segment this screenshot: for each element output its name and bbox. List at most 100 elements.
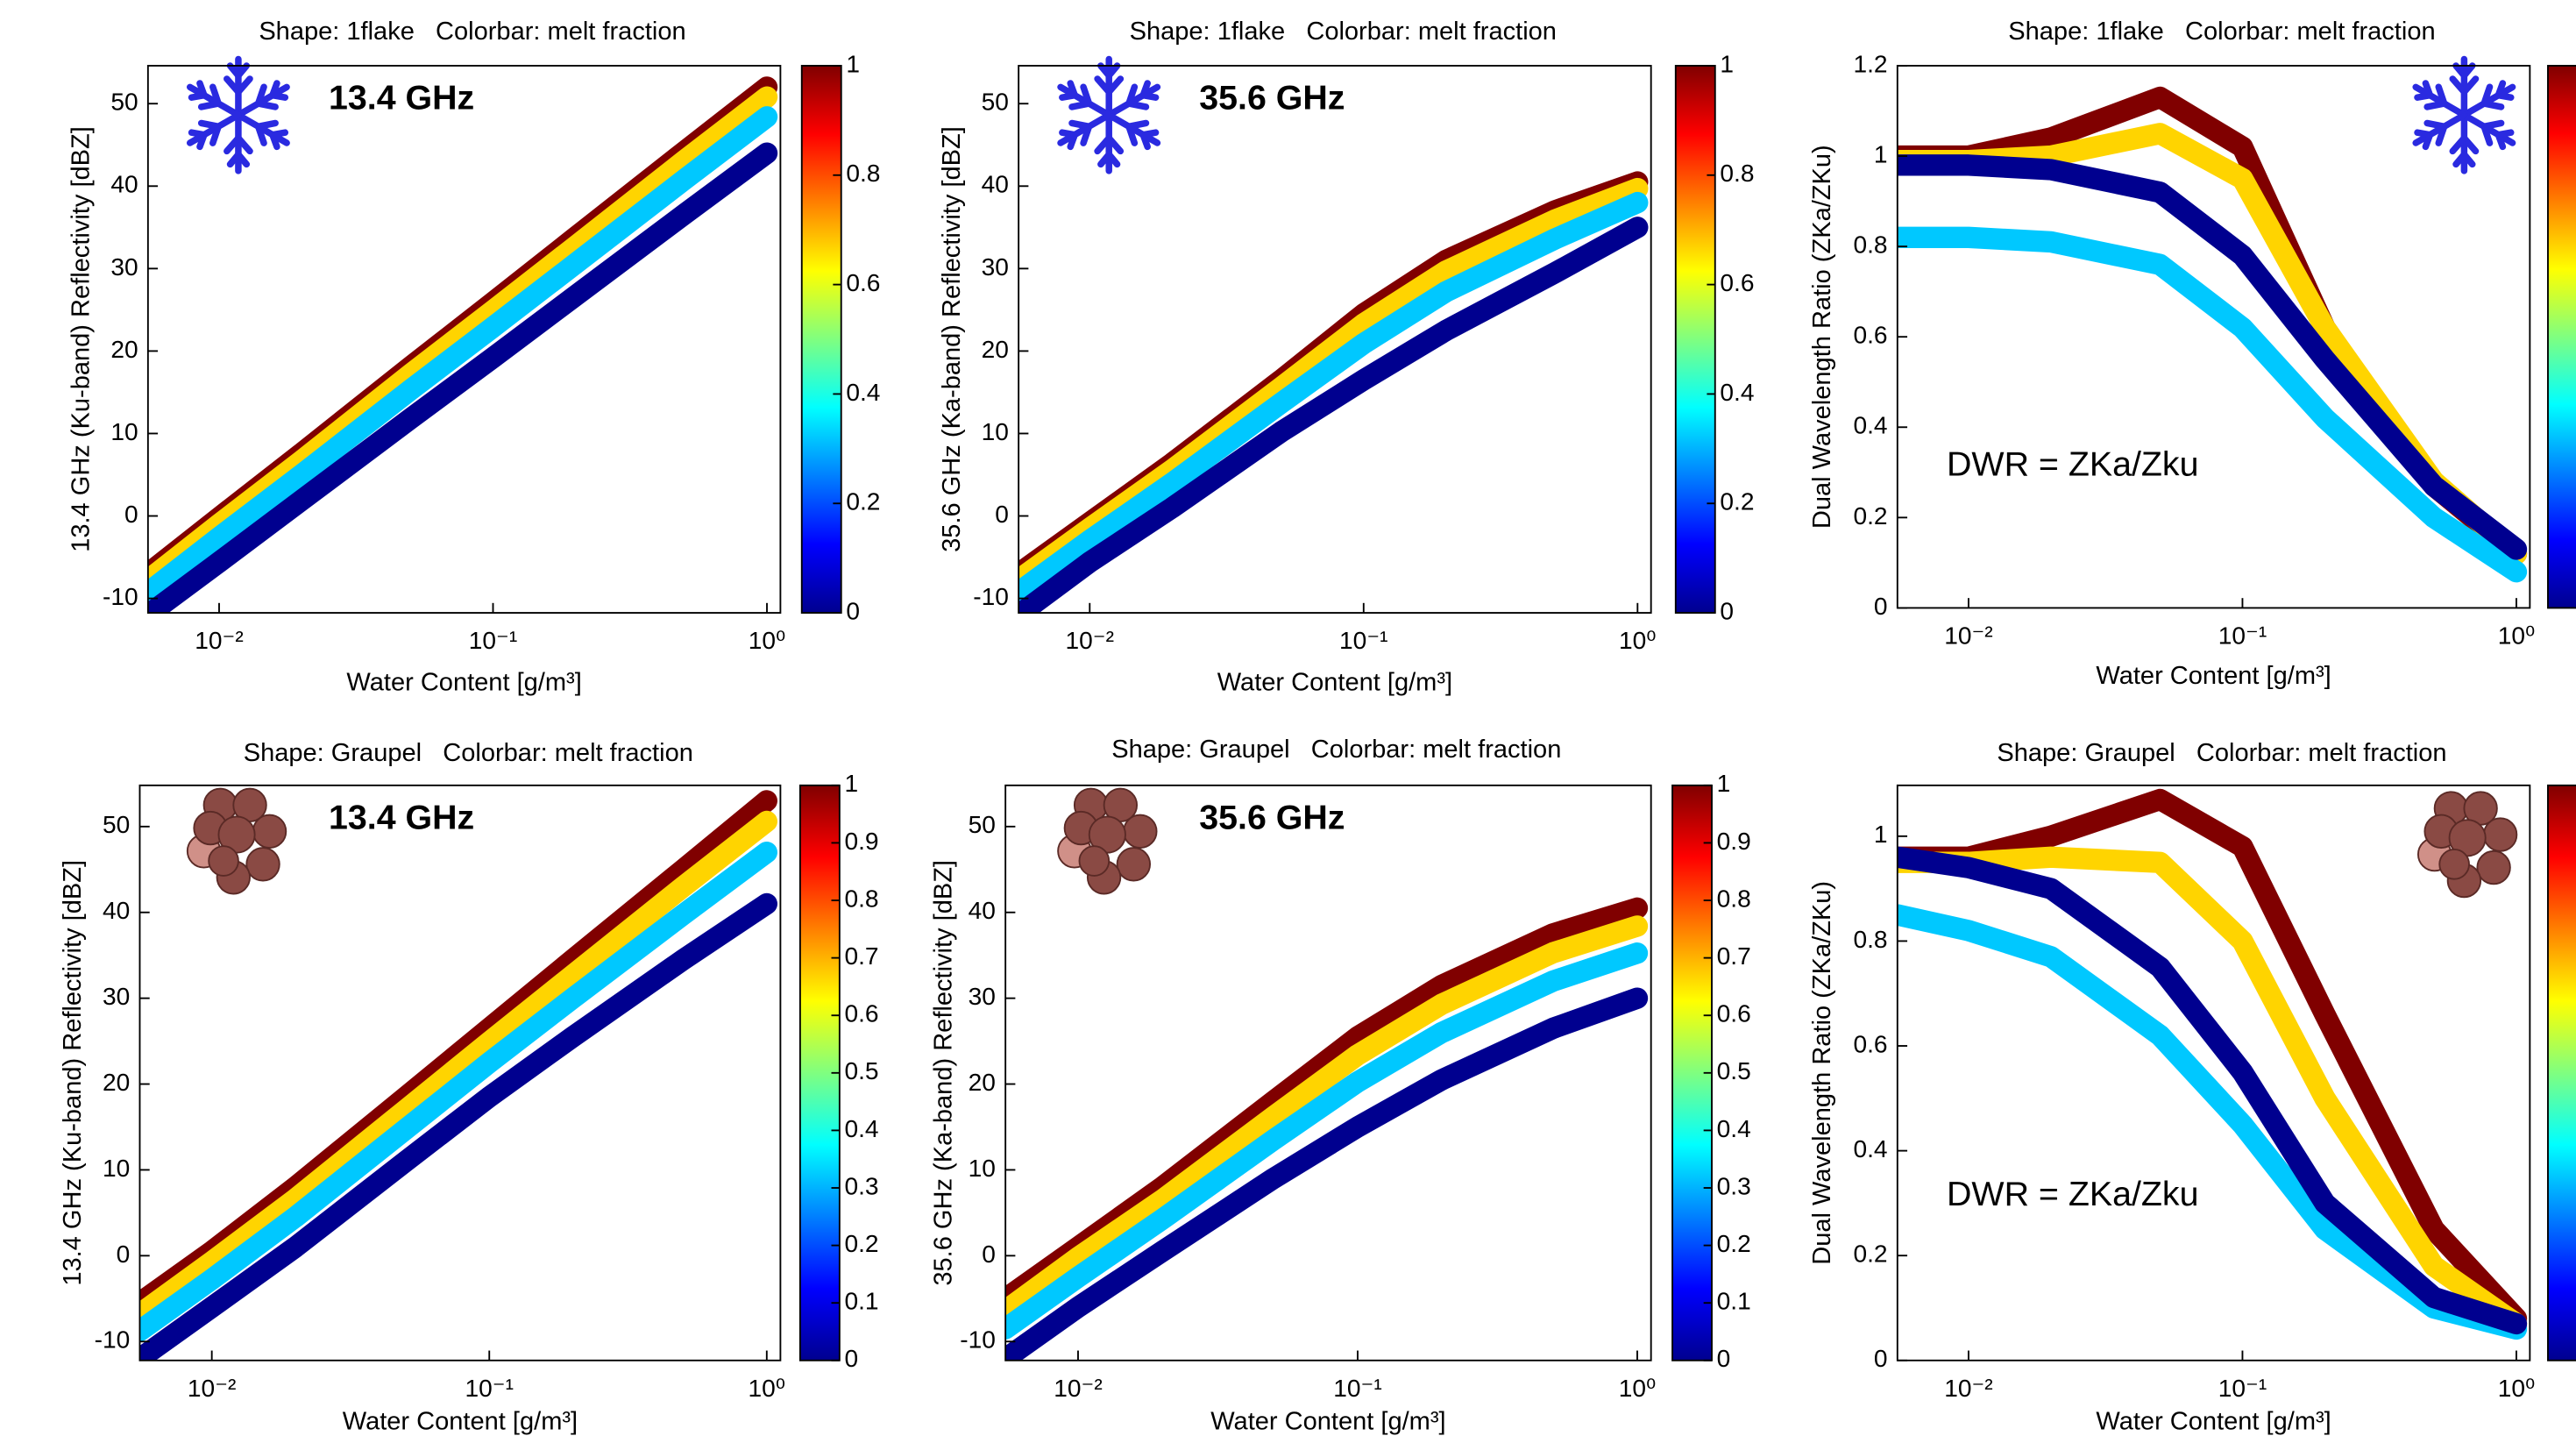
x-tick-label: 10⁰ <box>749 1375 786 1402</box>
x-tick-label: 10⁻² <box>1944 1375 1992 1402</box>
colorbar-tick-label: 0 <box>1717 1345 1731 1372</box>
y-tick-label: 50 <box>110 89 138 116</box>
x-tick-label: 10⁻¹ <box>1333 1375 1381 1402</box>
plot-area <box>1897 86 2528 583</box>
x-tick-label: 10⁻¹ <box>2218 622 2267 650</box>
colorbar-tick-label: 0.6 <box>844 1000 878 1027</box>
y-tick-label: 0.8 <box>1853 926 1887 953</box>
y-tick-label: 30 <box>103 983 130 1010</box>
y-tick-label: 20 <box>982 336 1009 363</box>
colorbar-tick-label: 0.5 <box>844 1057 878 1084</box>
y-axis-label: 13.4 GHz (Ku-band) Reflectivity [dBZ] <box>67 126 96 552</box>
series-band <box>147 142 778 614</box>
y-tick-label: 50 <box>982 89 1009 116</box>
y-tick-label: 0 <box>1874 1345 1888 1372</box>
colorbar <box>2547 784 2576 1361</box>
x-tick-label: 10⁻¹ <box>1339 627 1387 654</box>
colorbar-tick-label: 1 <box>1720 50 1734 77</box>
colorbar-tick-label: 0.6 <box>1717 1000 1751 1027</box>
y-tick-label: 0.2 <box>1853 1241 1887 1268</box>
y-tick-label: 20 <box>103 1069 130 1096</box>
annotation: 35.6 GHz <box>1199 79 1345 117</box>
series-band <box>1018 217 1649 614</box>
colorbar-tick-label: 0.4 <box>1717 1115 1751 1142</box>
y-tick-label: 0.6 <box>1853 322 1887 349</box>
plot-area <box>1018 171 1649 614</box>
plot-area <box>1005 897 1649 1361</box>
colorbar-tick-label: 0 <box>1720 597 1734 624</box>
y-tick-label: -10 <box>960 1326 996 1354</box>
snowflake-icon <box>2410 59 2518 170</box>
y-tick-label: 40 <box>969 897 996 924</box>
y-tick-label: 30 <box>969 983 996 1010</box>
colorbar-tick-label: 0.6 <box>846 269 880 296</box>
series-band <box>139 810 777 1326</box>
x-tick-label: 10⁰ <box>1619 627 1657 654</box>
x-axis-label: Water Content [g/m³] <box>1217 668 1452 696</box>
y-axis-label: 35.6 GHz (Ka-band) Reflectivity [dBZ] <box>929 860 957 1286</box>
y-tick-label: 0 <box>1874 593 1888 620</box>
annotation: DWR = ZKa/Zku <box>1947 445 2198 484</box>
snowflake-icon <box>1054 59 1162 170</box>
y-tick-label: 0 <box>117 1241 131 1268</box>
y-tick-label: 30 <box>110 253 138 281</box>
panel-title: Shape: Graupel Colorbar: melt fraction <box>1111 736 1561 764</box>
x-axis-label: Water Content [g/m³] <box>1210 1408 1445 1436</box>
annotation: DWR = ZKa/Zku <box>1947 1175 2198 1213</box>
series-band <box>147 106 778 604</box>
series-band <box>1897 846 2528 1335</box>
x-axis-label: Water Content [g/m³] <box>2096 1408 2331 1436</box>
y-tick-label: 10 <box>969 1155 996 1182</box>
annotation: 35.6 GHz <box>1199 799 1345 837</box>
y-axis-label: Dual Wavelength Ratio (ZKa/ZKu) <box>1808 145 1836 529</box>
y-tick-label: 0 <box>124 501 138 528</box>
colorbar-tick-label: 0.5 <box>1717 1057 1751 1084</box>
colorbar-tick-label: 0.8 <box>1717 885 1751 912</box>
y-tick-label: 1.2 <box>1853 50 1887 77</box>
y-tick-label: 20 <box>969 1069 996 1096</box>
annotation: 13.4 GHz <box>329 799 474 837</box>
x-axis-label: Water Content [g/m³] <box>346 668 581 696</box>
x-tick-label: 10⁰ <box>2498 1375 2536 1402</box>
y-tick-label: 10 <box>103 1155 130 1182</box>
colorbar-tick-label: 0.6 <box>1720 269 1754 296</box>
graupel-icon <box>1057 787 1158 895</box>
colorbar-tick-label: 0.4 <box>844 1115 878 1142</box>
x-tick-label: 10⁰ <box>1619 1375 1657 1402</box>
colorbar-tick-label: 0.9 <box>844 828 878 855</box>
series-band <box>1005 942 1649 1340</box>
y-tick-label: 50 <box>969 811 996 838</box>
x-tick-label: 10⁻² <box>188 1375 236 1402</box>
panel-title: Shape: Graupel Colorbar: melt fraction <box>244 739 693 767</box>
colorbar <box>1674 65 1716 614</box>
y-tick-label: 30 <box>982 253 1009 281</box>
x-axis-label: Water Content [g/m³] <box>2096 662 2331 690</box>
colorbar-tick-label: 0 <box>844 1345 858 1372</box>
series-band <box>139 842 777 1342</box>
colorbar-tick-label: 0.4 <box>846 379 880 406</box>
colorbar-tick-label: 0.3 <box>844 1172 878 1199</box>
y-axis-label: Dual Wavelength Ratio (ZKa/ZKu) <box>1808 881 1836 1265</box>
colorbar-tick-label: 0.7 <box>844 942 878 970</box>
y-tick-label: 40 <box>110 171 138 198</box>
y-axis-label: 35.6 GHz (Ka-band) Reflectivity [dBZ] <box>938 126 966 552</box>
x-tick-label: 10⁻¹ <box>465 1375 514 1402</box>
colorbar-tick-label: 0.8 <box>846 160 880 187</box>
colorbar-tick-label: 0.9 <box>1717 828 1751 855</box>
colorbar-tick-label: 0.1 <box>844 1288 878 1315</box>
series-band <box>1897 154 2528 560</box>
y-tick-label: 10 <box>110 418 138 445</box>
panel-title: Shape: Graupel Colorbar: melt fraction <box>1997 739 2446 767</box>
y-tick-label: 40 <box>982 171 1009 198</box>
x-tick-label: 10⁻² <box>1944 622 1992 650</box>
series-band <box>1018 191 1649 603</box>
y-tick-label: -10 <box>95 1326 131 1354</box>
colorbar <box>800 65 842 614</box>
axes-box <box>138 784 782 1361</box>
colorbar-tick-label: 0.3 <box>1717 1172 1751 1199</box>
x-tick-label: 10⁰ <box>749 627 786 654</box>
x-tick-label: 10⁰ <box>2498 622 2536 650</box>
x-tick-label: 10⁻² <box>1054 1375 1102 1402</box>
y-tick-label: -10 <box>973 583 1009 610</box>
